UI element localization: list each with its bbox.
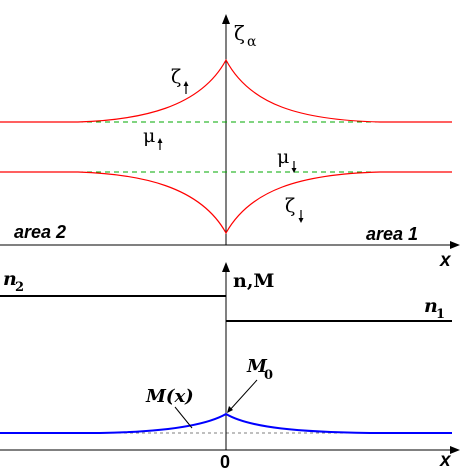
m-curve-label: M(x) xyxy=(145,386,194,407)
upper-panel: ζ α ζ μ μ ζ area 2 area 1 x xyxy=(0,14,460,271)
magnetization-curve xyxy=(0,412,452,434)
lower-y-axis-label: n,M xyxy=(233,270,274,292)
n-right-label: n xyxy=(424,295,438,317)
upper-y-axis-subscript: α xyxy=(247,34,257,50)
n-right-subscript: 1 xyxy=(436,307,445,322)
zeta-down-arrowhead-icon xyxy=(298,218,304,223)
m-peak-subscript: 0 xyxy=(264,368,273,383)
origin-label: 0 xyxy=(220,452,230,470)
m-peak-pointer-arrowhead xyxy=(227,406,233,413)
lower-x-axis-arrow xyxy=(450,446,460,454)
zeta-down-curve xyxy=(0,171,452,235)
zeta-up-label: ζ xyxy=(171,66,181,88)
m-peak-pointer xyxy=(228,379,258,412)
region-right-label: area 1 xyxy=(366,224,418,244)
region-left-label: area 2 xyxy=(14,222,66,242)
mu-up-arrowhead-icon xyxy=(157,138,163,143)
n-left-subscript: 2 xyxy=(15,280,24,295)
zeta-up-arrowhead-icon xyxy=(183,81,189,86)
mu-down-arrowhead-icon xyxy=(291,168,297,173)
zeta-up-curve xyxy=(0,58,452,123)
mu-up-label: μ xyxy=(143,125,155,147)
upper-x-axis-label: x xyxy=(439,250,452,271)
lower-panel: n,M n 2 n 1 M(x) M 0 0 x xyxy=(0,262,460,470)
upper-x-axis-arrow xyxy=(450,241,460,249)
lower-y-axis-arrow xyxy=(222,262,230,272)
upper-y-axis-label: ζ xyxy=(234,21,245,45)
mu-down-label: μ xyxy=(277,146,289,168)
m-curve-pointer xyxy=(174,406,193,429)
m-peak-label: M xyxy=(246,356,268,377)
lower-x-axis-label: x xyxy=(439,450,452,470)
zeta-down-label: ζ xyxy=(285,195,295,217)
n-left-label: n xyxy=(3,268,17,290)
upper-y-axis-arrow xyxy=(222,14,230,24)
